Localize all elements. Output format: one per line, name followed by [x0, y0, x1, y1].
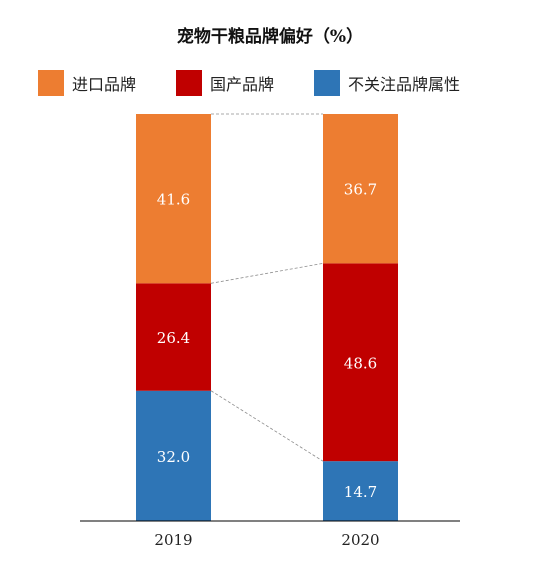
value-label-2020-series-2: 36.7	[344, 181, 377, 199]
chart-title: 宠物干粮品牌偏好（%）	[176, 27, 364, 47]
legend-swatch-imported	[38, 70, 64, 96]
bar-2019-series-1	[136, 283, 211, 391]
connector-line-0	[210, 390, 324, 462]
legend-item-imported: 进口品牌	[38, 70, 136, 96]
connector-line-1	[210, 262, 324, 284]
x-tick-label-2020: 2020	[341, 531, 379, 549]
value-label-2019-series-2: 41.6	[157, 191, 190, 209]
legend-swatch-no-preference	[314, 70, 341, 96]
bar-2019-series-0	[136, 390, 211, 521]
bar-2020-series-0	[323, 461, 398, 521]
legend-label-imported: 进口品牌	[72, 75, 137, 94]
legend-label-no-preference: 不关注品牌属性	[348, 75, 461, 94]
bar-2020-series-2	[323, 114, 398, 264]
legend-item-no-preference: 不关注品牌属性	[314, 70, 460, 96]
value-label-2020-series-0: 14.7	[344, 483, 377, 501]
value-label-2020-series-1: 48.6	[344, 354, 377, 372]
bar-2020-series-1	[323, 263, 398, 462]
x-tick-label-2019: 2019	[154, 531, 192, 549]
legend-label-domestic: 国产品牌	[210, 75, 275, 94]
value-label-2019-series-0: 32.0	[157, 448, 190, 466]
legend-item-domestic: 国产品牌	[176, 70, 274, 96]
bar-2019-series-2	[136, 114, 211, 284]
legend-swatch-domestic	[176, 70, 203, 96]
value-label-2019-series-1: 26.4	[157, 329, 190, 347]
legend: 进口品牌 国产品牌 不关注品牌属性	[38, 68, 500, 98]
